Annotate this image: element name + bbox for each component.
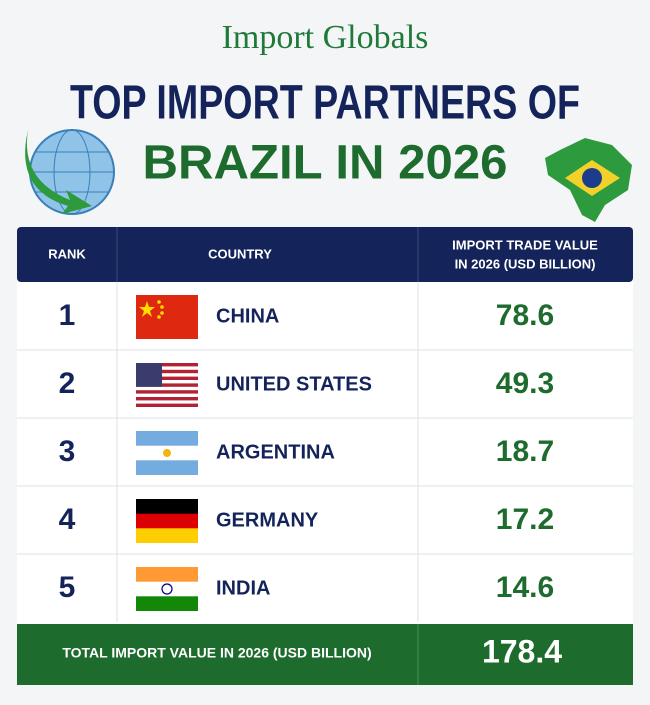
import-value: 78.6 (496, 299, 554, 332)
total-label: TOTAL IMPORT VALUE IN 2026 (USD BILLION) (62, 645, 371, 661)
country: ARGENTINA (216, 441, 335, 463)
import-value: 18.7 (496, 435, 554, 468)
title-line-2: BRAZIL IN 2026 (143, 137, 508, 190)
country: CHINA (216, 305, 279, 327)
flag-china (136, 295, 198, 339)
title-line-1: TOP IMPORT PARTNERS OF (70, 77, 580, 130)
header-value: IMPORT TRADE VALUE (452, 237, 598, 252)
country: UNITED STATES (216, 373, 372, 395)
header-rank: RANK (48, 246, 86, 261)
flag-india (136, 567, 198, 611)
brand: Import Globals (222, 19, 429, 56)
total-value: 178.4 (482, 633, 562, 669)
country: INDIA (216, 577, 270, 599)
header-value: IN 2026 (USD BILLION) (455, 256, 596, 271)
rank: 1 (59, 299, 76, 332)
flag-germany (136, 499, 198, 543)
header-country: COUNTRY (208, 246, 272, 261)
rank: 4 (59, 503, 76, 536)
row-lines (17, 282, 633, 622)
country: GERMANY (216, 509, 319, 531)
rank: 5 (59, 571, 76, 604)
flag-usa (136, 363, 198, 407)
total-row (17, 624, 633, 685)
rank: 3 (59, 435, 76, 468)
flag-argentina (136, 431, 198, 475)
globe-icon (25, 129, 115, 215)
import-value: 49.3 (496, 367, 554, 400)
rank: 2 (59, 367, 76, 400)
table-header (17, 227, 633, 282)
brazil-map-icon (545, 138, 632, 222)
import-value: 17.2 (496, 503, 554, 536)
import-value: 14.6 (496, 571, 554, 604)
